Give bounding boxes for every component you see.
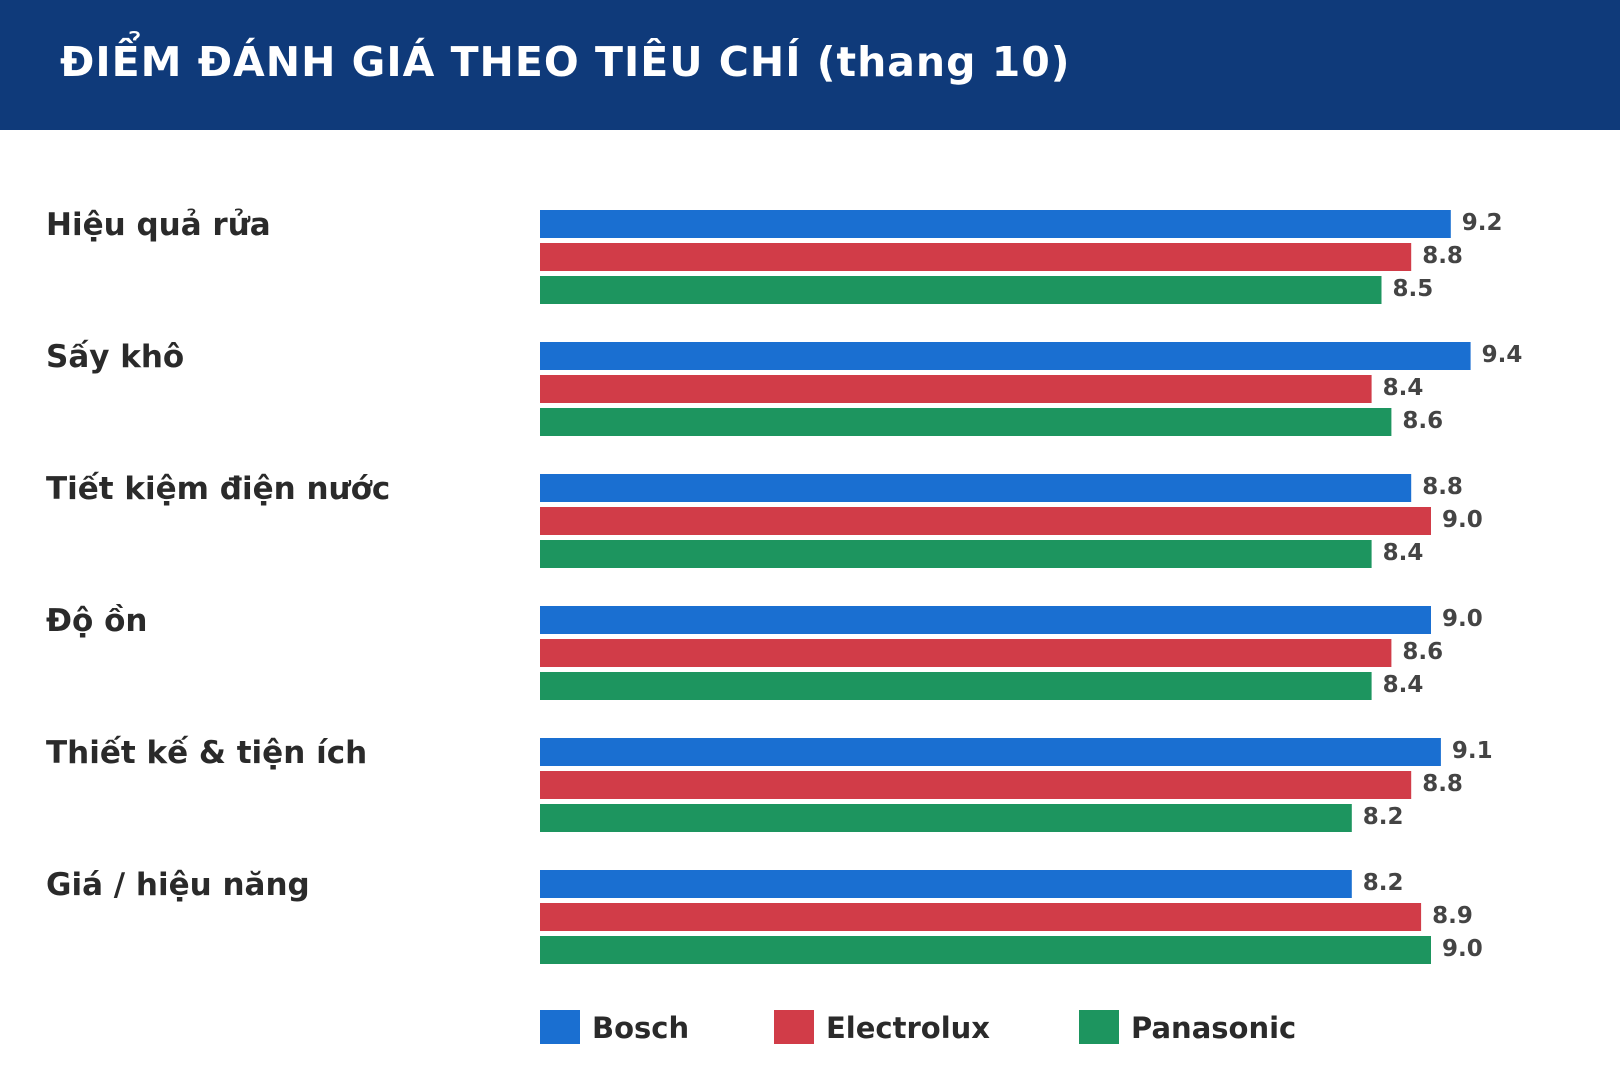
category-label: Thiết kế & tiện ích	[46, 735, 367, 771]
legend-swatch-bosch	[540, 1010, 580, 1044]
bar-bosch	[540, 210, 1451, 238]
value-label: 8.8	[1422, 474, 1463, 500]
value-label: 9.0	[1442, 936, 1483, 962]
bar-panasonic	[540, 408, 1392, 436]
bar-electrolux	[540, 639, 1392, 667]
value-label: 9.2	[1462, 210, 1503, 236]
value-label: 8.2	[1363, 870, 1404, 896]
bar-electrolux	[540, 903, 1422, 931]
bar-panasonic	[540, 276, 1382, 304]
value-label: 8.8	[1422, 243, 1463, 269]
category-label: Sấy khô	[46, 339, 184, 375]
legend-label-electrolux: Electrolux	[826, 1011, 990, 1045]
legend-swatch-panasonic	[1079, 1010, 1119, 1044]
bar-bosch	[540, 738, 1441, 766]
bar-bosch	[540, 474, 1412, 502]
value-label: 8.9	[1432, 903, 1473, 929]
value-label: 8.2	[1363, 804, 1404, 830]
value-label: 8.4	[1383, 540, 1424, 566]
value-label: 8.6	[1402, 639, 1443, 665]
value-label: 8.4	[1383, 375, 1424, 401]
bar-electrolux	[540, 243, 1412, 271]
legend-swatch-electrolux	[774, 1010, 814, 1044]
legend-label-bosch: Bosch	[592, 1011, 689, 1045]
value-label: 9.1	[1452, 738, 1493, 764]
bar-electrolux	[540, 507, 1431, 535]
chart-header: ĐIỂM ĐÁNH GIÁ THEO TIÊU CHÍ (thang 10)	[0, 0, 1620, 130]
bar-bosch	[540, 870, 1352, 898]
value-label: 9.4	[1482, 342, 1523, 368]
value-label: 8.6	[1402, 408, 1443, 434]
value-label: 8.8	[1422, 771, 1463, 797]
bar-bosch	[540, 342, 1471, 370]
bar-panasonic	[540, 540, 1372, 568]
bar-panasonic	[540, 804, 1352, 832]
category-label: Giá / hiệu năng	[46, 867, 310, 903]
category-label: Tiết kiệm điện nước	[46, 471, 390, 507]
value-label: 9.0	[1442, 507, 1483, 533]
category-label: Hiệu quả rửa	[46, 207, 271, 243]
value-label: 8.5	[1393, 276, 1434, 302]
value-label: 9.0	[1442, 606, 1483, 632]
value-label: 8.4	[1383, 672, 1424, 698]
bar-panasonic	[540, 672, 1372, 700]
legend-label-panasonic: Panasonic	[1131, 1011, 1296, 1045]
chart-title: ĐIỂM ĐÁNH GIÁ THEO TIÊU CHÍ (thang 10)	[60, 38, 1071, 86]
bar-electrolux	[540, 771, 1412, 799]
bar-bosch	[540, 606, 1431, 634]
bar-electrolux	[540, 375, 1372, 403]
bar-panasonic	[540, 936, 1431, 964]
category-label: Độ ồn	[46, 603, 147, 639]
